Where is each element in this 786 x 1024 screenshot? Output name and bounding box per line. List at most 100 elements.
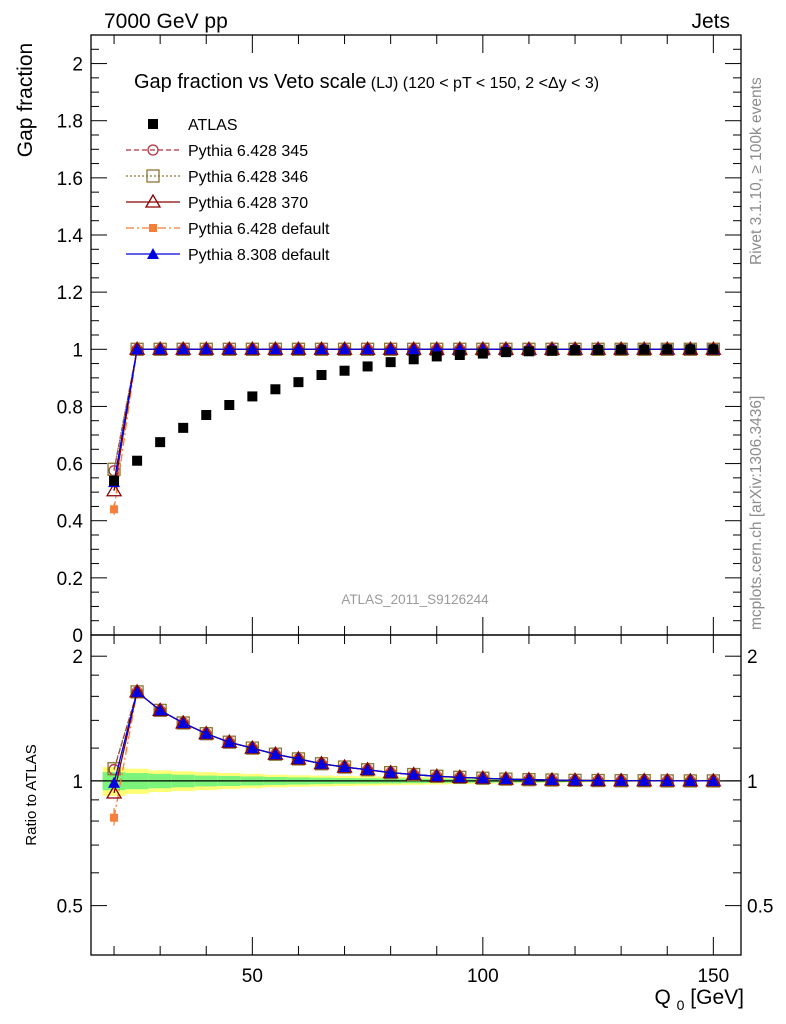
x-axis-label-unit: [GeV]	[690, 986, 744, 1009]
ratio-point-pythia-8-308-default	[476, 772, 489, 784]
main-y-tick-label: 1.8	[57, 112, 83, 133]
x-axis-label-sub: 0	[677, 997, 685, 1013]
ratio-y-axis-label: Ratio to ATLAS	[23, 744, 40, 845]
x-axis-label: Q 0 [GeV]	[654, 986, 744, 1015]
ratio-point-pythia-8-308-default	[615, 774, 628, 786]
main-point-atlas	[224, 400, 235, 410]
ratio-point-pythia-8-308-default	[522, 773, 535, 785]
ratio-series-group	[105, 683, 722, 826]
x-tick-label: 50	[242, 966, 263, 987]
main-line-pythia-6-428-default	[113, 348, 714, 510]
main-y-tick-label: 0.4	[57, 512, 84, 533]
ratio-point-pythia-8-308-default	[338, 761, 351, 773]
ratio-point-pythia-8-308-default	[223, 736, 236, 748]
chart-title-main: Gap fraction vs Veto scale	[134, 71, 366, 93]
main-point-pythia-6-428-346	[107, 462, 121, 476]
main-point-atlas	[247, 391, 258, 402]
ratio-point-pythia-8-308-default	[407, 768, 420, 780]
ratio-point-pythia-8-308-default	[384, 766, 397, 778]
ratio-frame	[90, 634, 742, 956]
main-y-tick-label: 2	[72, 55, 83, 76]
main-point-atlas	[155, 437, 166, 448]
main-point-atlas	[500, 347, 511, 358]
main-series-group	[105, 340, 722, 515]
ratio-point-pythia-8-308-default	[269, 748, 282, 760]
main-y-tick-label: 1.2	[57, 283, 83, 304]
main-point-atlas	[109, 475, 120, 486]
ratio-point-pythia-8-308-default	[499, 773, 512, 785]
main-point-atlas	[431, 351, 442, 362]
watermark: ATLAS_2011_S9126244	[341, 592, 489, 607]
main-y-tick-label: 0.8	[57, 397, 83, 418]
ratio-point-pythia-8-308-default	[246, 742, 259, 754]
legend-label: ATLAS	[188, 117, 238, 134]
main-point-pythia-8-308-default	[361, 343, 374, 355]
ratio-point-pythia-8-308-default	[315, 757, 328, 769]
ratio-point-pythia-8-308-default	[200, 727, 213, 739]
main-point-atlas	[639, 344, 650, 355]
ratio-point-pythia-8-308-default	[684, 774, 697, 786]
chart-title-sub: (LJ) (120 < pT < 150, 2 <Δy < 3)	[371, 75, 599, 92]
main-point-atlas	[293, 377, 304, 388]
main-point-atlas	[662, 344, 673, 355]
main-point-pythia-8-308-default	[200, 343, 213, 355]
main-point-pythia-8-308-default	[154, 343, 167, 355]
main-point-atlas	[339, 365, 350, 376]
main-y-tick-label: 1	[72, 340, 83, 361]
main-point-atlas	[616, 344, 627, 355]
ratio-y-tick-label: 2	[72, 647, 83, 668]
main-axis-ticks: 0 0.2 0.4 0.6 0.8 1 1.2 1.4 1.6 1.8 2	[57, 35, 741, 647]
main-point-atlas	[570, 345, 581, 356]
ratio-y-tick-label-right: 0.5	[747, 897, 773, 918]
main-point-atlas	[316, 370, 327, 380]
chart-title: Gap fraction vs Veto scale (LJ) (120 < p…	[134, 71, 599, 93]
ratio-axis-ticks: 0.5 0.5 1 1 2 2 50 100 150	[57, 635, 773, 987]
mcplots-text: mcplots.cern.ch [arXiv:1306.3436]	[748, 396, 765, 630]
ratio-point-pythia-8-308-default	[154, 704, 167, 716]
main-point-atlas	[178, 422, 189, 433]
legend-marker	[147, 144, 159, 156]
ratio-y-tick-label-right: 1	[747, 772, 758, 793]
main-point-pythia-6-428-370	[105, 482, 123, 497]
main-y-tick-label: 0	[72, 626, 83, 647]
rivet-version-text: Rivet 3.1.10, ≥ 100k events	[748, 77, 765, 265]
ratio-point-pythia-8-308-default	[177, 716, 190, 728]
legend-label: Pythia 8.308 default	[188, 247, 330, 264]
ratio-point-pythia-8-308-default	[569, 774, 582, 786]
main-line-pythia-6-428-346	[113, 348, 714, 470]
ratio-line-pythia-6-428-default	[113, 690, 714, 818]
main-point-atlas	[477, 348, 488, 359]
main-panel: 0 0.2 0.4 0.6 0.8 1 1.2 1.4 1.6 1.8 2 Gap fraction…	[14, 34, 742, 647]
main-y-tick-label: 1.6	[57, 169, 83, 190]
ratio-point-pythia-8-308-default	[545, 774, 558, 786]
ratio-panel: 0.5 0.5 1 1 2 2 50 100 150 Ratio to ATLAS	[23, 634, 773, 987]
ratio-point-pythia-8-308-default	[638, 774, 651, 786]
legend-label: Pythia 6.428 default	[188, 221, 330, 238]
main-point-pythia-8-308-default	[223, 343, 236, 355]
main-point-atlas	[593, 344, 604, 355]
main-y-axis-label: Gap fraction	[14, 43, 37, 157]
legend: ATLAS Pythia 6.428 345 Pythia 6.428 346 Pyt…	[126, 117, 330, 264]
header-left: 7000 GeV pp	[104, 10, 228, 33]
main-point-pythia-8-308-default	[407, 343, 420, 355]
main-point-atlas	[685, 344, 696, 355]
legend-label: Pythia 6.428 346	[188, 169, 308, 186]
ratio-y-tick-label: 0.5	[57, 897, 83, 918]
ratio-point-pythia-8-308-default	[292, 752, 305, 764]
main-point-atlas	[523, 346, 534, 357]
main-point-atlas	[132, 455, 143, 466]
x-tick-label: 150	[697, 966, 729, 987]
main-y-tick-label: 0.6	[57, 455, 83, 476]
main-point-atlas	[454, 350, 465, 360]
main-point-atlas	[408, 354, 419, 365]
main-point-pythia-8-308-default	[269, 343, 282, 355]
legend-marker	[146, 169, 160, 183]
main-point-atlas	[362, 361, 373, 372]
legend-marker	[148, 119, 158, 129]
main-point-pythia-8-308-default	[292, 343, 305, 355]
ratio-point-pythia-8-308-default	[453, 771, 466, 783]
main-point-atlas	[708, 344, 719, 355]
ratio-point-pythia-8-308-default	[131, 685, 144, 697]
main-point-pythia-8-308-default	[315, 343, 328, 355]
